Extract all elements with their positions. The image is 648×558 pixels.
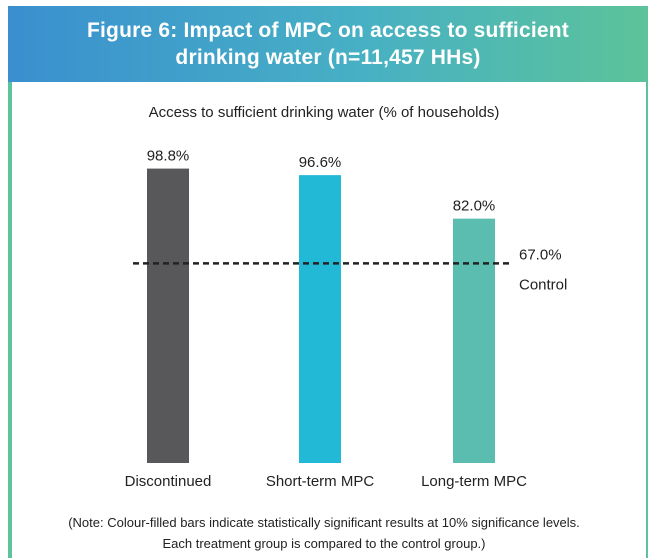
bar-value-label-2: 82.0% <box>453 198 496 215</box>
figure-frame <box>8 82 646 558</box>
chart-title: Access to sufficient drinking water (% o… <box>148 104 500 121</box>
category-label-2: Long-term MPC <box>421 473 527 490</box>
control-value-label: 67.0% <box>519 246 562 263</box>
bar-value-label-0: 98.8% <box>147 148 190 165</box>
category-label-0: Discontinued <box>125 473 212 490</box>
figure-header: Figure 6: Impact of MPC on access to suf… <box>8 6 648 82</box>
note-line-2: Each treatment group is compared to the … <box>162 536 486 551</box>
figure-frame-right <box>646 82 648 558</box>
bar-0 <box>147 168 189 464</box>
figure-title: Figure 6: Impact of MPC on access to suf… <box>87 19 569 69</box>
control-label: Control <box>519 276 567 293</box>
chart-note: (Note: Colour-filled bars indicate stati… <box>0 512 648 554</box>
category-label-1: Short-term MPC <box>266 473 375 490</box>
note-line-1: (Note: Colour-filled bars indicate stati… <box>68 515 580 530</box>
bar-1 <box>299 175 341 463</box>
bar-value-label-1: 96.6% <box>299 154 342 171</box>
bar-2 <box>453 218 495 463</box>
